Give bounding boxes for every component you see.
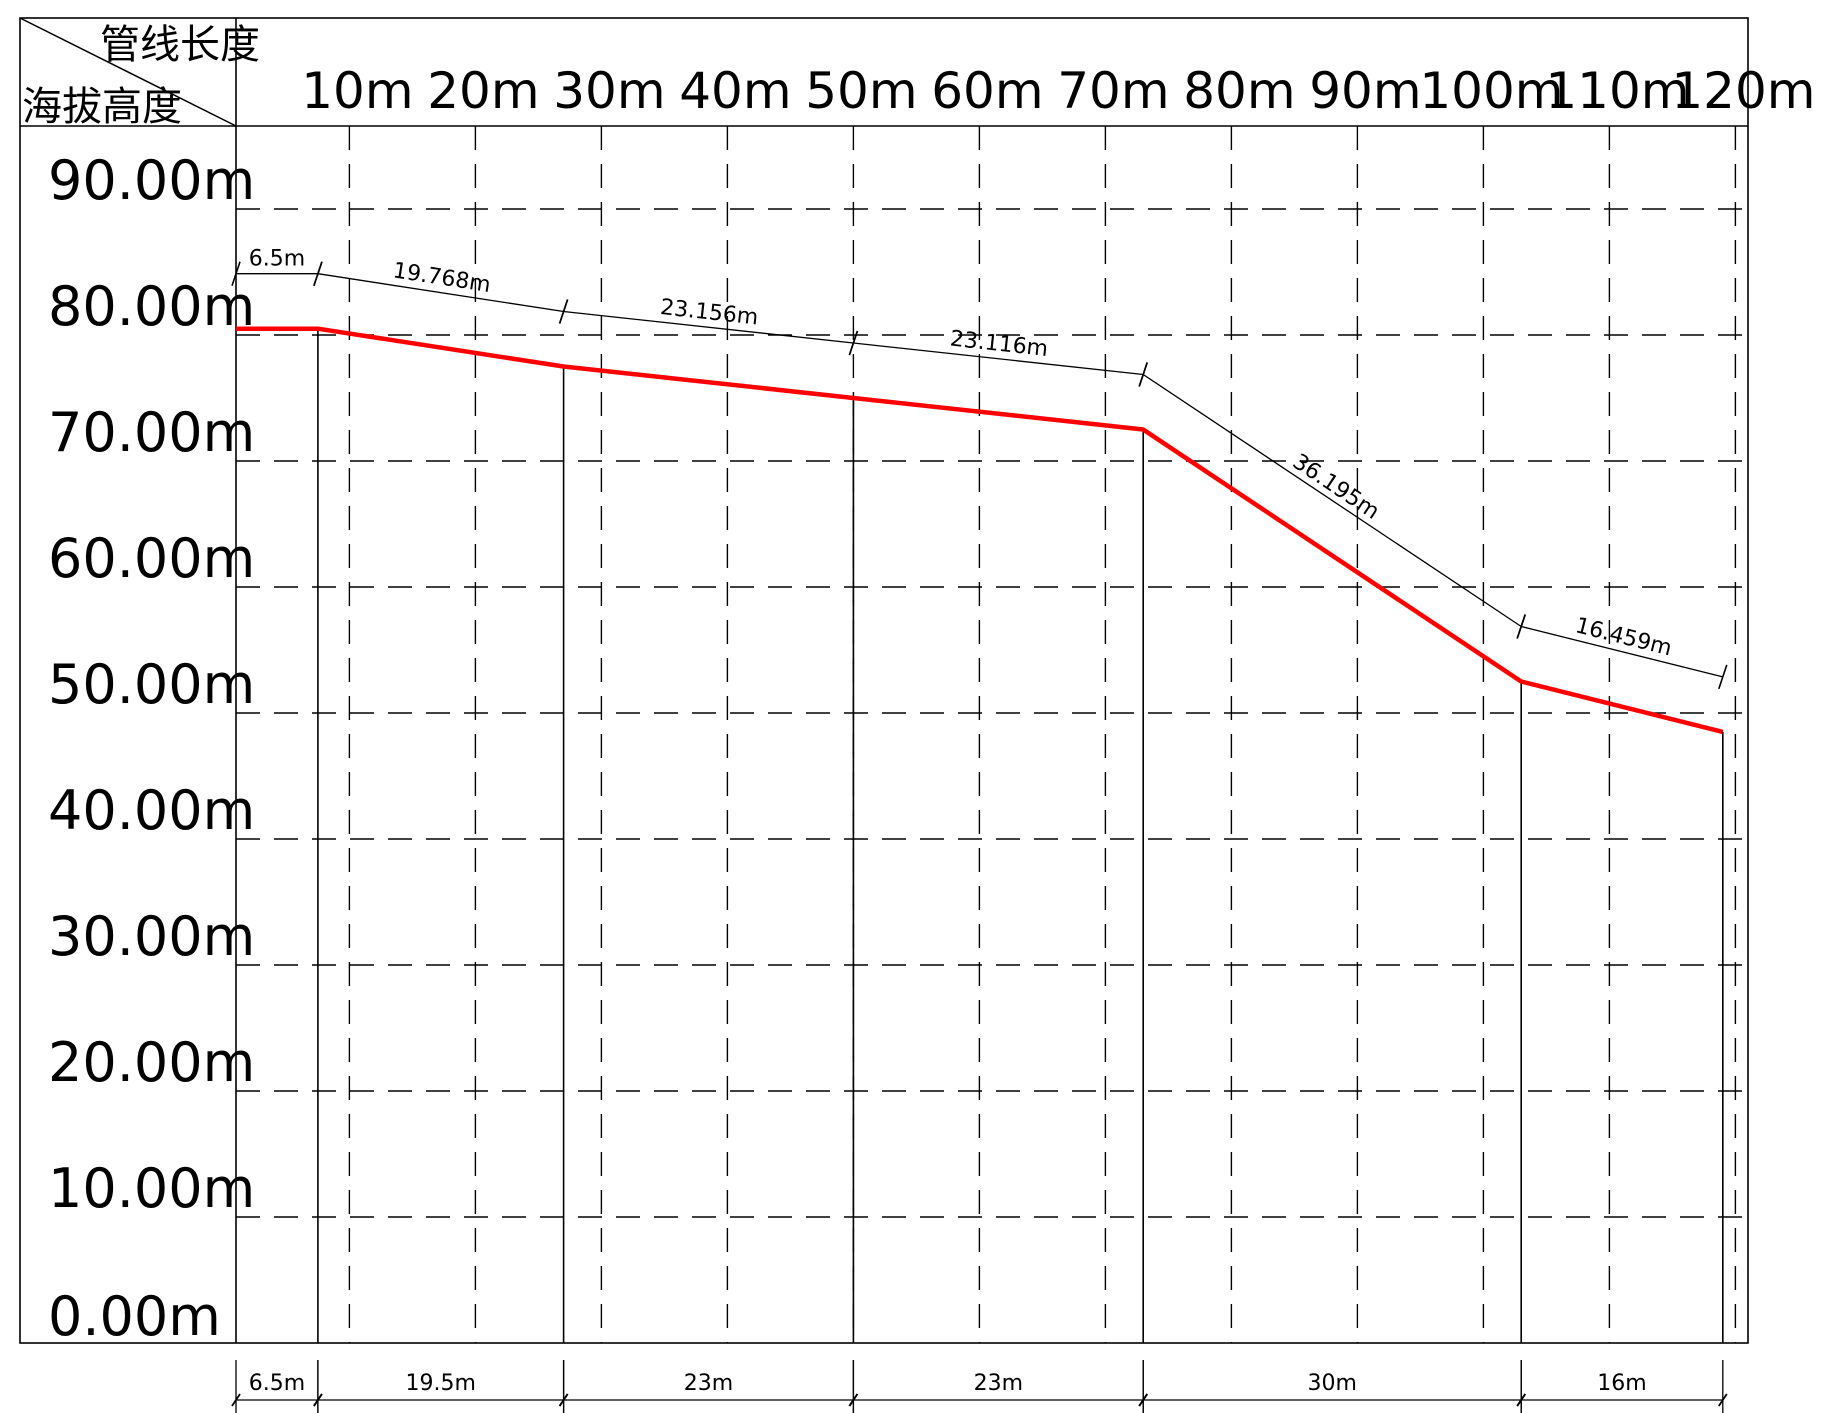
x-tick-label: 10m — [301, 62, 413, 120]
dimension-tick — [1718, 1393, 1728, 1407]
horizontal-segment-dimensions: 6.5m 19.5m 23m 23m 30m 16m — [231, 1360, 1728, 1413]
series-layer — [236, 326, 1724, 735]
x-tick-label: 20m — [427, 62, 539, 120]
y-tick-label: 0.00m — [48, 1285, 221, 1348]
x-tick-label: 60m — [931, 62, 1043, 120]
x-tick-label: 50m — [805, 62, 917, 120]
dimension-tick — [848, 1393, 859, 1407]
y-tick-label: 60.00m — [48, 527, 255, 590]
corner-diagonal — [19, 17, 237, 127]
dimension-tick — [558, 1393, 569, 1407]
dimension-tick — [558, 299, 569, 324]
chart-frame: 管线长度 海拔高度 — [19, 17, 1749, 1344]
y-tick-label: 20.00m — [48, 1031, 255, 1094]
dimension-tick — [313, 261, 323, 286]
horizontal-segment-label: 30m — [1307, 1371, 1356, 1396]
dimension-tick — [1718, 664, 1728, 690]
x-tick-label: 40m — [679, 62, 791, 120]
corner-bottom-label: 海拔高度 — [22, 84, 182, 130]
dimension-tick — [1516, 1393, 1526, 1407]
y-tick-label: 50.00m — [48, 653, 255, 716]
pipe-length-label: 6.5m — [249, 247, 305, 272]
y-tick-label: 80.00m — [48, 275, 255, 338]
pipe-length-dimension-line — [853, 342, 1144, 376]
dimension-tick — [231, 1393, 241, 1407]
pipe-length-dimension-line — [317, 273, 564, 313]
y-tick-label: 90.00m — [48, 149, 255, 212]
y-tick-label: 40.00m — [48, 779, 255, 842]
horizontal-segment-label: 23m — [684, 1371, 733, 1396]
x-tick-label: 120m — [1671, 62, 1815, 120]
outer-border — [19, 17, 1749, 1344]
x-tick-label: 80m — [1183, 62, 1295, 120]
pipe-length-dimension-line — [563, 310, 854, 344]
x-tick-label: 30m — [553, 62, 665, 120]
pipe-length-label: 36.195m — [1288, 449, 1384, 524]
pipe-length-label: 23.156m — [659, 295, 760, 330]
y-tick-label: 10.00m — [48, 1157, 255, 1220]
y-tick-label: 70.00m — [48, 401, 255, 464]
x-tick-label: 90m — [1309, 62, 1421, 120]
grid — [236, 126, 1748, 1343]
dimension-tick — [1138, 1393, 1148, 1407]
elevation-profile-line — [236, 326, 1724, 735]
horizontal-segment-label: 19.5m — [406, 1371, 476, 1396]
corner-top-label: 管线长度 — [100, 22, 260, 68]
dimension-tick — [848, 330, 859, 356]
y-tick-label: 30.00m — [48, 905, 255, 968]
horizontal-segment-label: 16m — [1597, 1371, 1646, 1396]
horizontal-segment-label: 6.5m — [249, 1371, 305, 1396]
pipe-length-label: 23.116m — [949, 327, 1050, 362]
dimension-tick — [1138, 362, 1148, 387]
pipe-length-dimension-line — [1521, 625, 1723, 678]
pipe-length-dimension-line — [1142, 373, 1522, 628]
x-tick-label: 70m — [1057, 62, 1169, 120]
x-tick-label: 110m — [1545, 62, 1689, 120]
horizontal-segment-label: 23m — [974, 1371, 1023, 1396]
y-axis-ticks: 0.00m 10.00m 20.00m 30.00m 40.00m 50.00m 60.00… — [48, 149, 255, 1348]
x-tick-label: 100m — [1419, 62, 1563, 120]
pipe-length-label: 16.459m — [1573, 613, 1675, 661]
dimension-tick — [313, 1393, 323, 1407]
dimension-tick — [231, 261, 241, 286]
pipe-length-label: 19.768m — [391, 258, 492, 298]
dimension-tick — [1516, 614, 1526, 639]
segment-boundaries — [317, 328, 1724, 1343]
